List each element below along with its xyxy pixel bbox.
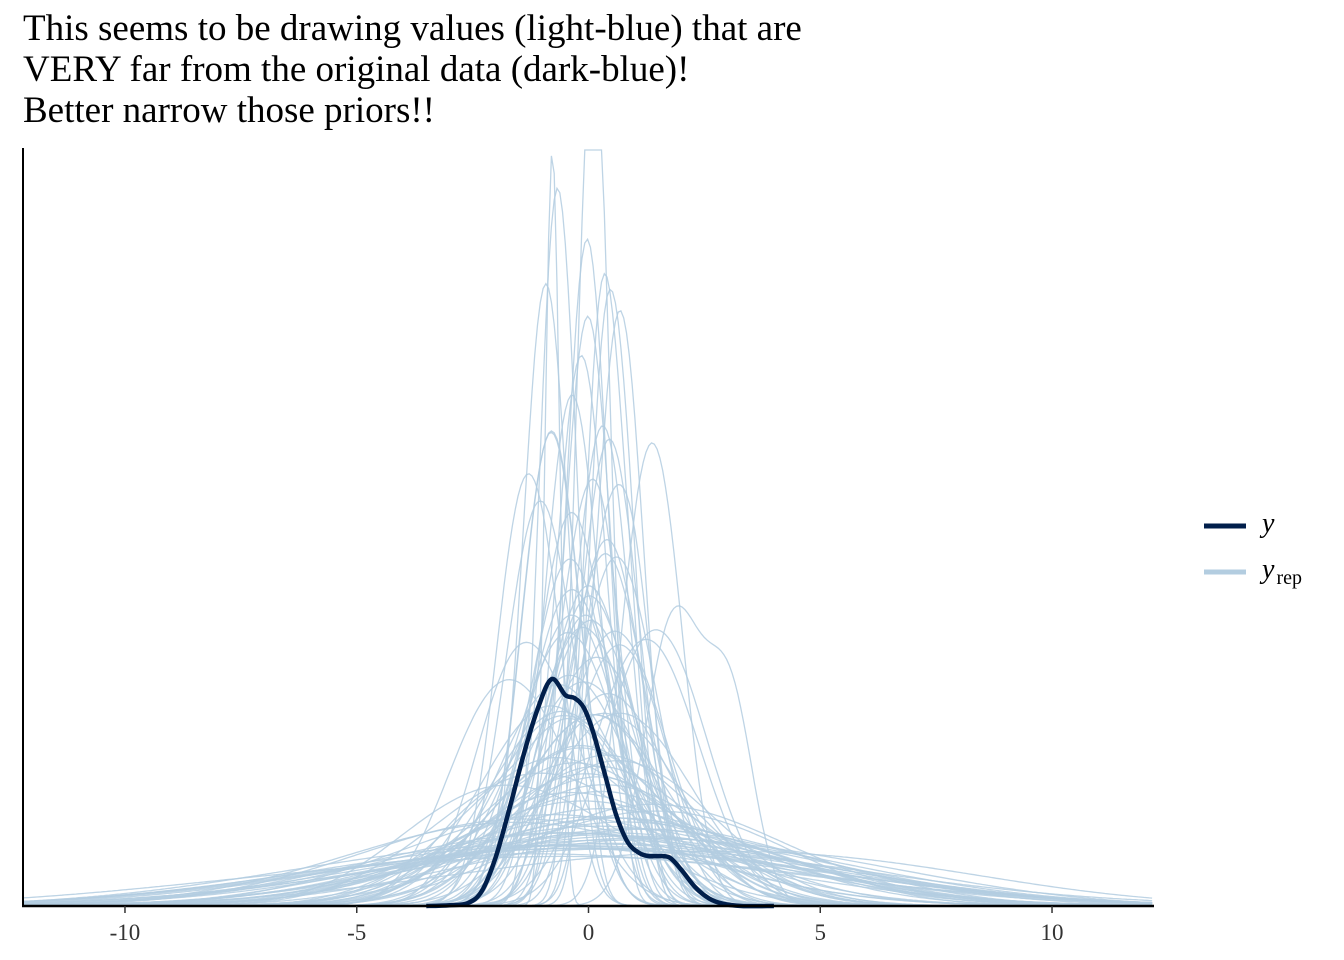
x-axis-ticks: -10 -5 0 5 10	[110, 906, 1064, 945]
x-tick-label: -10	[110, 920, 141, 945]
yrep-density-line	[23, 614, 1153, 907]
legend: y y rep	[1204, 508, 1302, 589]
x-tick-label: 0	[583, 920, 595, 945]
title-line-2: VERY far from the original data (dark-bl…	[23, 49, 690, 90]
x-tick-label: 5	[815, 920, 827, 945]
title-line-3: Better narrow those priors!!	[23, 90, 436, 131]
title-line-1: This seems to be drawing values (light-b…	[23, 8, 802, 49]
yrep-density-lines	[22, 149, 1153, 907]
observed-density-line	[426, 676, 774, 909]
chart-title: This seems to be drawing values (light-b…	[23, 8, 802, 131]
yrep-density-line	[23, 614, 1153, 907]
yrep-density-line	[23, 595, 1153, 907]
yrep-density-line	[23, 288, 1153, 907]
yrep-density-line	[23, 816, 1153, 907]
observed-density-layer	[426, 676, 774, 909]
yrep-density-line	[22, 832, 1153, 906]
legend-label: y	[1259, 508, 1275, 539]
yrep-density-line	[23, 553, 1153, 907]
yrep-density-line	[22, 853, 1153, 904]
x-tick-label: 10	[1041, 920, 1064, 945]
x-tick-label: -5	[347, 920, 366, 945]
legend-label: y rep	[1259, 554, 1302, 589]
